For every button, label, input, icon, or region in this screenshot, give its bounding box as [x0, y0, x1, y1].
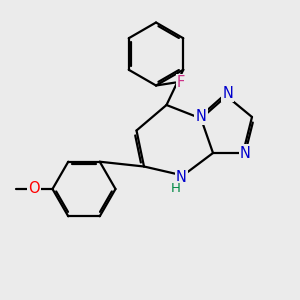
Text: N: N	[176, 169, 187, 184]
Text: H: H	[171, 182, 180, 195]
Text: F: F	[177, 75, 185, 90]
Text: O: O	[28, 181, 40, 196]
Text: N: N	[240, 146, 251, 160]
Text: N: N	[222, 86, 233, 101]
Text: N: N	[196, 109, 206, 124]
